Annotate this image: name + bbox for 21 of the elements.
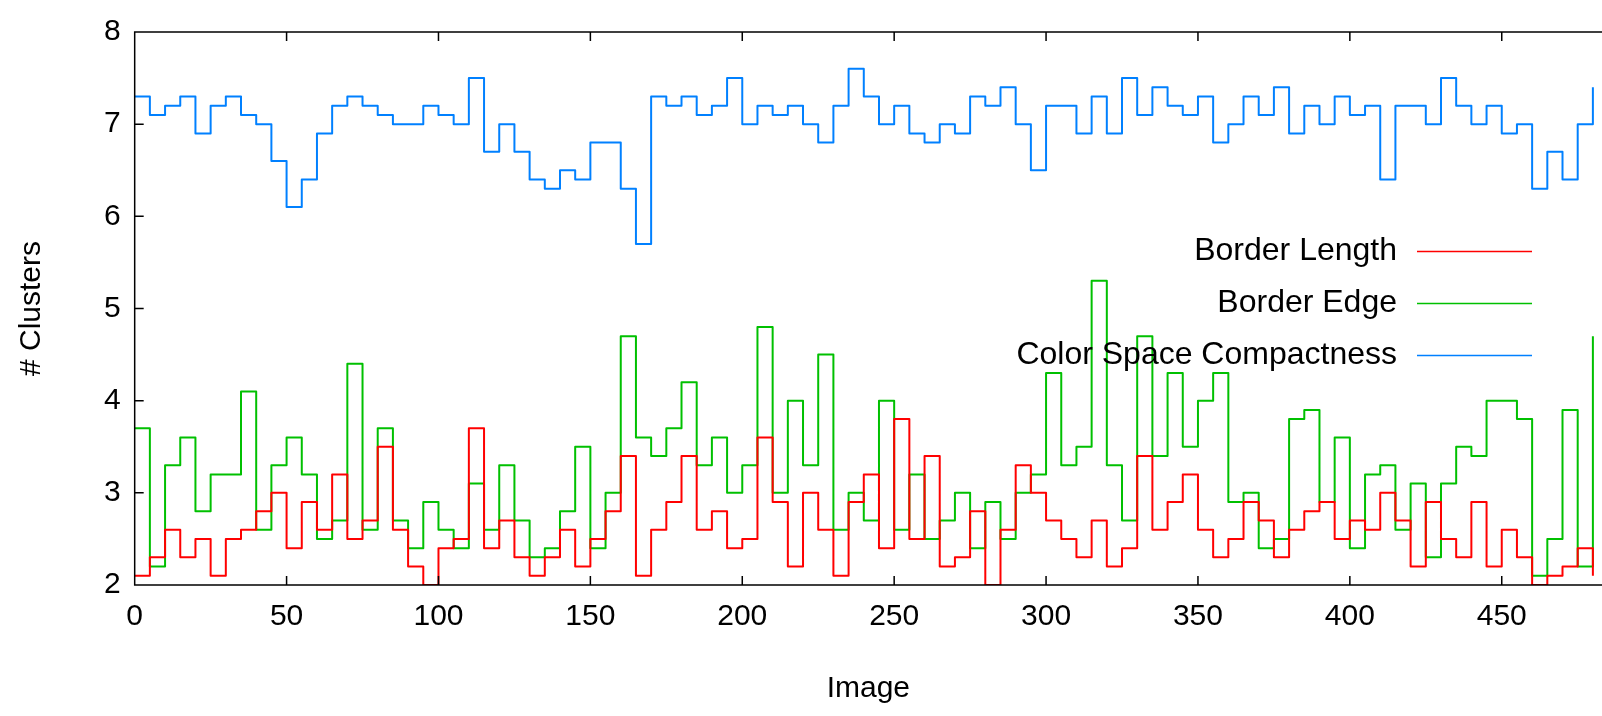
y-tick-label: 5 (104, 289, 121, 323)
y-axis-title: # Clusters (13, 240, 47, 377)
x-tick-label: 200 (717, 598, 768, 632)
x-tick-label: 100 (413, 598, 464, 632)
x-tick-label: 50 (269, 598, 304, 632)
x-tick-label: 150 (565, 598, 616, 632)
y-tick-label: 4 (104, 381, 121, 415)
x-tick-label: 250 (869, 598, 920, 632)
y-tick-label: 8 (104, 13, 121, 47)
x-tick-label: 450 (1476, 598, 1527, 632)
legend-label: Border Length (1194, 231, 1397, 268)
legend-label: Border Edge (1217, 283, 1397, 320)
x-tick-label: 350 (1172, 598, 1223, 632)
y-tick-label: 7 (104, 105, 121, 139)
x-tick-label: 400 (1324, 598, 1375, 632)
y-tick-label: 6 (104, 197, 121, 231)
x-axis-title: Image (826, 670, 911, 704)
y-tick-label: 3 (104, 474, 121, 508)
x-tick-label: 0 (126, 598, 144, 632)
x-tick-label: 300 (1021, 598, 1072, 632)
y-tick-label: 2 (104, 566, 121, 600)
